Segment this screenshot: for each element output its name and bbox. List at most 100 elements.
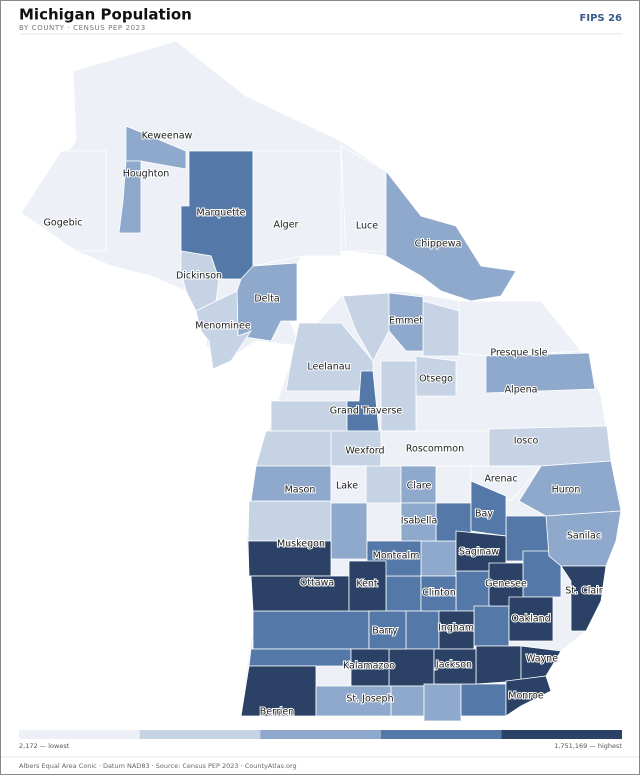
legend-swatch [260,730,381,739]
county [388,648,435,687]
county [340,145,387,252]
county-label: Muskegon [277,539,325,550]
county-label: Menominee [195,321,251,332]
county-label: Ingham [438,623,474,634]
legend-min: 2,172 — lowest [19,742,70,750]
title: Michigan Population [19,6,192,24]
county-label: Lake [336,481,358,492]
county-label: Delta [254,294,279,305]
county [508,596,554,642]
county-label: Iosco [514,436,539,447]
county-label: Emmet [389,316,423,327]
county [388,292,424,352]
county-label: Roscommon [406,444,464,455]
county [415,355,457,397]
county [195,290,253,370]
county-label: Bay [475,509,493,520]
county-label: Alger [274,220,299,231]
county [330,465,367,504]
county [250,465,332,502]
county [252,610,370,650]
county-label: Dickinson [176,271,222,282]
county-label: Keweenaw [142,131,193,142]
legend-swatch [380,730,502,739]
county-label: Mason [285,485,316,496]
county [385,169,517,302]
county [390,685,425,717]
county [470,465,542,502]
county [380,360,417,432]
county-label: Leelanau [307,362,350,373]
county [342,292,390,362]
county-label: Montcalm [373,551,420,562]
county [458,300,582,357]
county [315,685,392,717]
county [420,540,457,577]
county [240,665,317,717]
county-label: Wayne [526,654,558,665]
county-label: Luce [356,221,378,232]
county [252,150,342,267]
county [455,570,490,612]
county-label: Isabella [401,516,438,527]
county-label: Chippewa [415,239,462,250]
county [330,500,368,560]
legend [19,730,622,739]
county [125,125,187,170]
county-label: Presque Isle [490,348,547,359]
county [385,575,422,612]
county [20,150,107,252]
legend-swatch [139,730,261,739]
county-label: Gogebic [44,218,83,229]
county [505,675,552,717]
county-label: Clare [407,481,432,492]
county [433,648,477,685]
county-label: Saginaw [459,547,499,558]
county-label: Kent [356,579,378,590]
county [255,430,332,467]
county-label: Oakland [511,614,550,625]
county-label: Otsego [419,374,453,385]
county-label: Arenac [484,474,517,485]
county [488,425,612,467]
county [422,300,460,357]
county-label: Alpena [505,385,538,396]
county-label: St. Joseph [346,694,393,705]
county-label: Wexford [345,446,384,457]
county [247,500,332,542]
county-labels: Keweenaw Houghton Gogebic Marquette Alger Luc… [43,130,604,719]
county [473,605,510,647]
county-label: Barry [372,626,398,637]
legend-swatch [501,730,622,739]
county-label: St. Clair [565,586,603,597]
county-label: Genesee [485,579,527,590]
fips: FIPS 26 [580,13,623,24]
county-label: Berrien [260,707,295,718]
county-label: Jackson [435,660,472,671]
county [248,648,352,667]
county [368,610,407,650]
county [485,352,596,394]
counties [20,125,622,717]
county-label: Ottawa [300,578,334,589]
county-label: Huron [552,485,581,496]
subtitle: BY COUNTY · CENSUS PEP 2023 [19,24,146,32]
county [400,502,437,542]
county-label: Clinton [422,588,456,599]
county [560,565,607,632]
county [460,683,507,717]
county-label: Sanilac [567,531,601,542]
county-label: Monroe [508,691,544,702]
county [365,465,402,504]
county-label: Houghton [123,169,170,180]
county-label: Grand Traverse [330,406,403,417]
county [475,645,522,685]
county [405,610,440,650]
county-label: Kalamazoo [343,661,395,672]
legend-max: 1,751,169 — highest [554,742,622,750]
legend-swatch [19,730,140,739]
footer: Albers Equal Area Conic · Datum NAD83 · … [19,762,297,770]
county [118,160,142,234]
